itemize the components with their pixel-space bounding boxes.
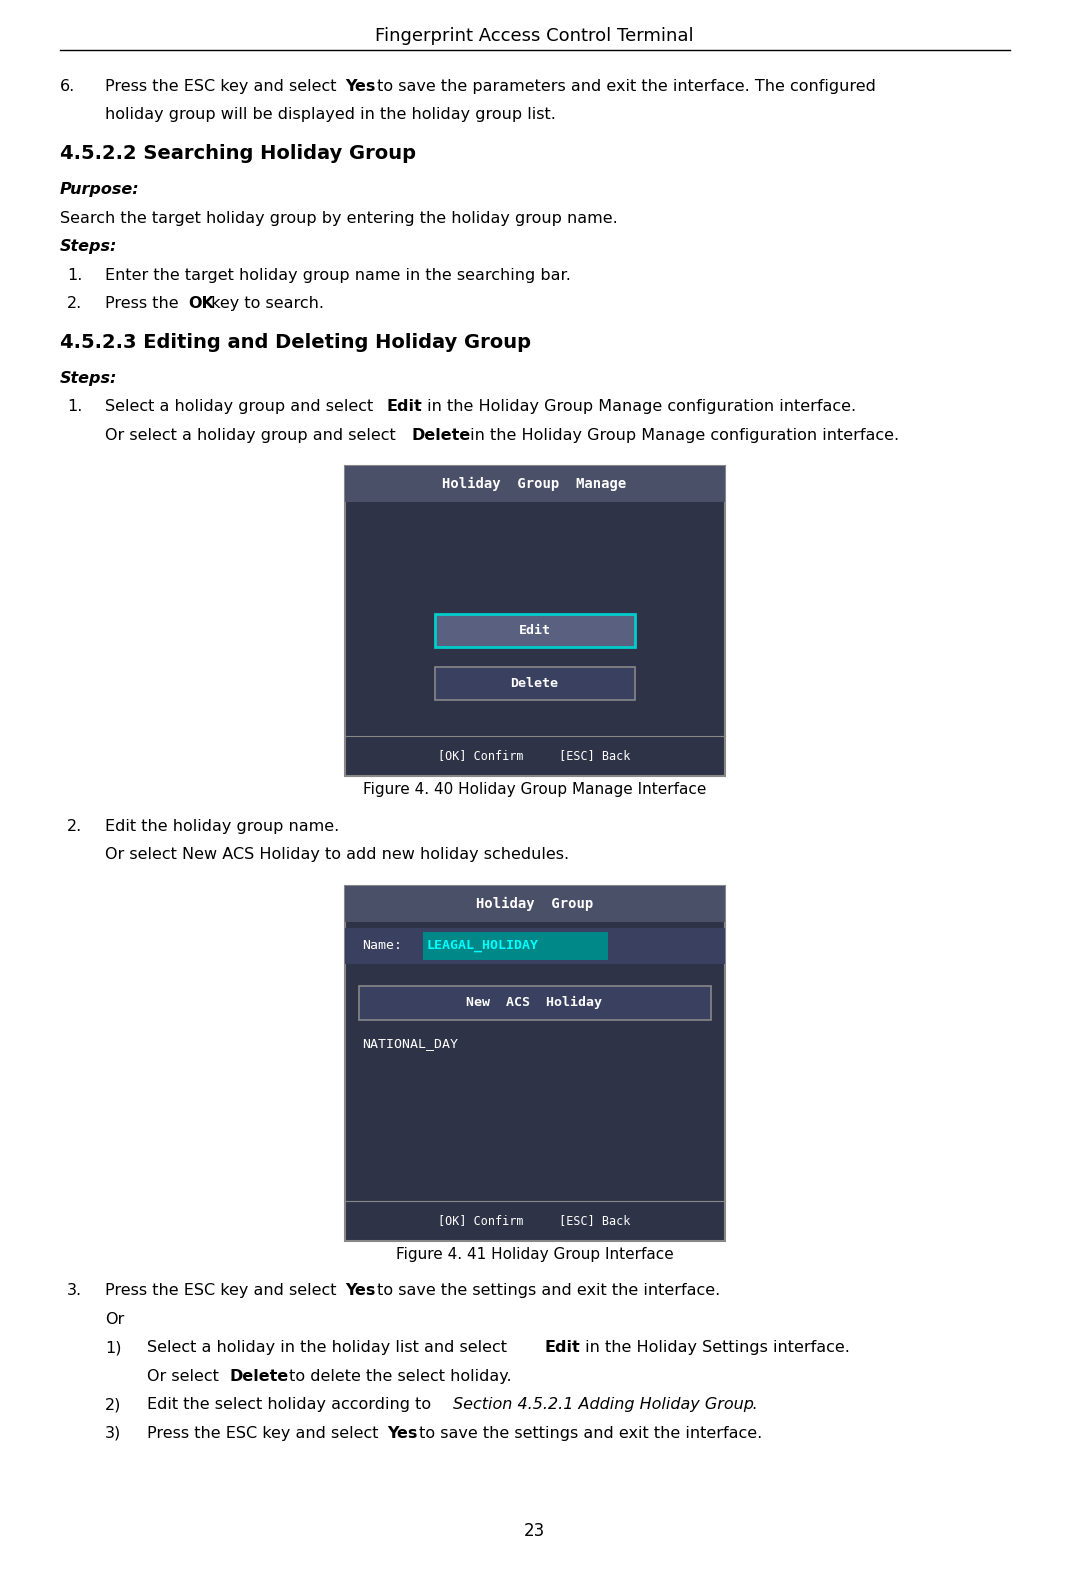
Text: Enter the target holiday group name in the searching bar.: Enter the target holiday group name in t… (105, 267, 571, 283)
Text: Edit the holiday group name.: Edit the holiday group name. (105, 819, 339, 833)
Text: Delete: Delete (511, 678, 558, 690)
Text: Fingerprint Access Control Terminal: Fingerprint Access Control Terminal (375, 27, 694, 46)
Text: NATIONAL_DAY: NATIONAL_DAY (362, 1038, 459, 1050)
Text: 6.: 6. (60, 79, 75, 94)
Text: Press the ESC key and select: Press the ESC key and select (105, 1283, 342, 1298)
Text: LEAGAL_HOLIDAY: LEAGAL_HOLIDAY (427, 938, 539, 953)
Bar (358, 986, 711, 1020)
Text: Edit the select holiday according to: Edit the select holiday according to (148, 1398, 436, 1412)
Text: 4.5.2.3 Editing and Deleting Holiday Group: 4.5.2.3 Editing and Deleting Holiday Gro… (60, 333, 531, 352)
Text: to save the settings and exit the interface.: to save the settings and exit the interf… (414, 1426, 762, 1440)
Text: Steps:: Steps: (60, 239, 118, 255)
Bar (434, 667, 635, 700)
Text: to save the parameters and exit the interface. The configured: to save the parameters and exit the inte… (372, 79, 876, 94)
Text: 3): 3) (105, 1426, 121, 1440)
Text: .: . (752, 1398, 757, 1412)
Text: Steps:: Steps: (60, 371, 118, 385)
Text: Figure 4. 41 Holiday Group Interface: Figure 4. 41 Holiday Group Interface (396, 1247, 673, 1261)
Bar (434, 615, 635, 648)
Text: New  ACS  Holiday: New ACS Holiday (466, 997, 603, 1009)
Text: Holiday  Group  Manage: Holiday Group Manage (443, 476, 626, 490)
Bar (344, 465, 725, 777)
Text: Or select: Or select (148, 1369, 224, 1383)
Text: Name:: Name: (362, 938, 403, 953)
Text: in the Holiday Group Manage configuration interface.: in the Holiday Group Manage configuratio… (465, 428, 899, 442)
Text: Edit: Edit (544, 1339, 580, 1355)
Text: Purpose:: Purpose: (60, 182, 140, 196)
Bar (344, 885, 725, 921)
Bar (344, 927, 725, 964)
Text: Press the ESC key and select: Press the ESC key and select (105, 79, 342, 94)
Text: 2): 2) (105, 1398, 122, 1412)
Text: 2.: 2. (67, 296, 82, 311)
Bar (344, 465, 725, 501)
Text: to delete the select holiday.: to delete the select holiday. (283, 1369, 511, 1383)
Text: Press the: Press the (105, 296, 184, 311)
Text: Or: Or (105, 1311, 124, 1327)
Text: Select a holiday group and select: Select a holiday group and select (105, 399, 378, 413)
Text: in the Holiday Settings interface.: in the Holiday Settings interface. (580, 1339, 850, 1355)
Text: Search the target holiday group by entering the holiday group name.: Search the target holiday group by enter… (60, 211, 618, 225)
Text: in the Holiday Group Manage configuration interface.: in the Holiday Group Manage configuratio… (422, 399, 856, 413)
Bar (344, 885, 725, 1240)
Text: Figure 4. 40 Holiday Group Manage Interface: Figure 4. 40 Holiday Group Manage Interf… (362, 781, 707, 797)
Text: Edit: Edit (387, 399, 422, 413)
Text: 4.5.2.2 Searching Holiday Group: 4.5.2.2 Searching Holiday Group (60, 145, 416, 163)
Text: Holiday  Group: Holiday Group (476, 896, 593, 910)
Text: Edit: Edit (518, 624, 551, 637)
Text: 2.: 2. (67, 819, 82, 833)
Text: 3.: 3. (67, 1283, 82, 1298)
Text: Section 4.5.2.1 Adding Holiday Group: Section 4.5.2.1 Adding Holiday Group (453, 1398, 755, 1412)
Text: Yes: Yes (345, 1283, 375, 1298)
Text: Or select New ACS Holiday to add new holiday schedules.: Or select New ACS Holiday to add new hol… (105, 847, 569, 861)
Text: to save the settings and exit the interface.: to save the settings and exit the interf… (372, 1283, 721, 1298)
Text: 1.: 1. (67, 399, 82, 413)
Text: 1.: 1. (67, 267, 82, 283)
Text: key to search.: key to search. (205, 296, 324, 311)
Text: Select a holiday in the holiday list and select: Select a holiday in the holiday list and… (148, 1339, 512, 1355)
Text: holiday group will be displayed in the holiday group list.: holiday group will be displayed in the h… (105, 107, 556, 123)
Text: 1): 1) (105, 1339, 122, 1355)
Text: Delete: Delete (230, 1369, 289, 1383)
Text: Delete: Delete (412, 428, 470, 442)
Text: Yes: Yes (345, 79, 375, 94)
Text: [OK] Confirm     [ESC] Back: [OK] Confirm [ESC] Back (438, 1214, 631, 1228)
Text: Yes: Yes (387, 1426, 418, 1440)
Text: OK: OK (188, 296, 214, 311)
Bar (422, 932, 607, 959)
Text: 23: 23 (524, 1522, 545, 1541)
Text: [OK] Confirm     [ESC] Back: [OK] Confirm [ESC] Back (438, 750, 631, 762)
Text: Press the ESC key and select: Press the ESC key and select (148, 1426, 384, 1440)
Text: Or select a holiday group and select: Or select a holiday group and select (105, 428, 401, 442)
